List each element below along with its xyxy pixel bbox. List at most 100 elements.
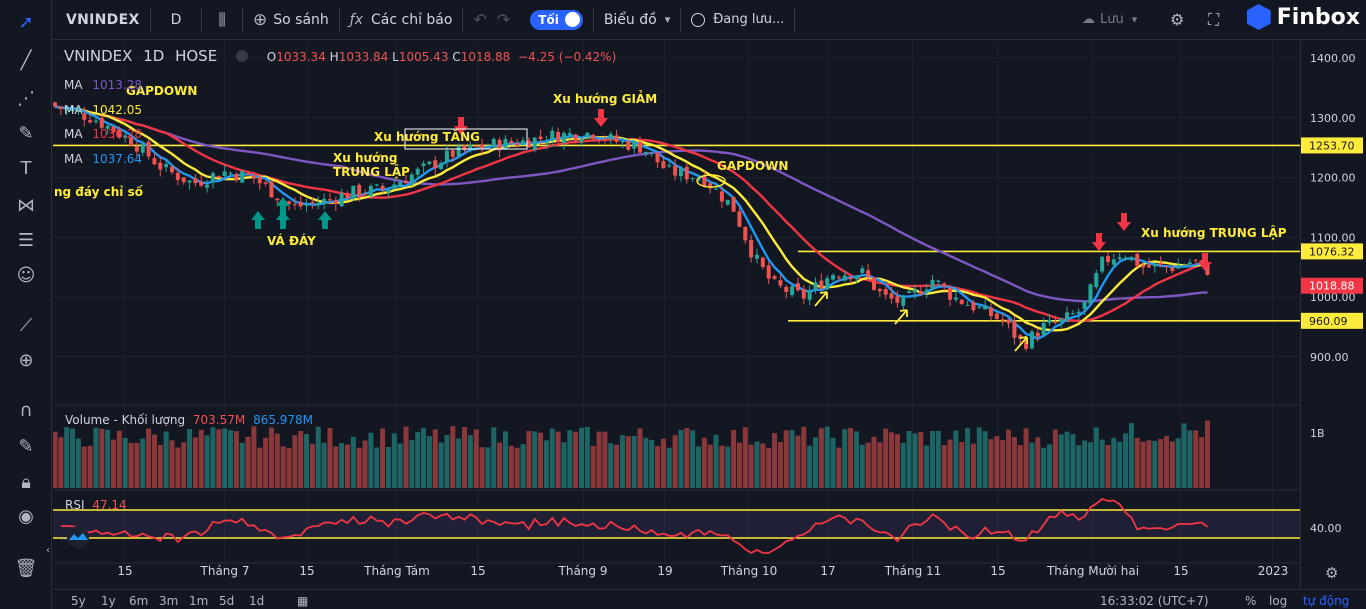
clock-readout[interactable]: 16:33:02 (UTC+7) (1100, 594, 1209, 608)
candle-body (842, 275, 847, 281)
trendline-icon[interactable]: ╱ (20, 50, 32, 71)
volume-bar (169, 440, 175, 488)
undo-icon[interactable]: ↶ (473, 10, 487, 29)
candle-body (649, 152, 654, 154)
chevron-down-icon: ▾ (664, 13, 671, 26)
range-1y[interactable]: 1y (101, 594, 116, 608)
ruler-icon[interactable]: ⟋ (19, 315, 33, 336)
candle-body (485, 146, 490, 148)
range-6m[interactable]: 6m (129, 594, 149, 608)
volume-bar (1193, 430, 1199, 488)
candle-body (310, 201, 315, 203)
prediction-icon[interactable]: ☰ (17, 230, 35, 251)
candle-body (567, 133, 572, 136)
volume-bar (462, 427, 467, 488)
bottom-bar: 5y 1y 6m 3m 1m 5d 1d ▦ 16:33:02 (UTC+7) … (53, 589, 1366, 609)
volume-bar (1123, 433, 1129, 488)
annotation-text: Xu hướng TRUNG LẬP (1141, 225, 1287, 240)
volume-bar (1111, 437, 1117, 488)
range-5y[interactable]: 5y (71, 594, 86, 608)
interval-button[interactable]: D (170, 11, 182, 28)
ma-value: 1036.28 (92, 127, 143, 141)
magnet-icon[interactable]: ∩ (19, 400, 33, 421)
theme-toggle[interactable]: Tối (520, 0, 593, 40)
time-axis-label: Tháng Tám (364, 564, 430, 578)
pattern-icon[interactable]: ⋈ (17, 195, 35, 216)
redo-icon[interactable]: ↷ (496, 10, 511, 29)
volume-bar (579, 427, 584, 488)
rsi-collapse-icon[interactable]: ⌃ (59, 535, 68, 548)
volume-bar (836, 447, 842, 488)
lock-drawing-icon[interactable]: ✎ (18, 436, 34, 457)
rsi-value: 47.14 (92, 498, 127, 512)
volume-bar (894, 434, 900, 488)
smiley-icon[interactable]: ☺ (16, 265, 36, 286)
volume-bar (210, 427, 216, 488)
symbol-search[interactable]: VNINDEX (66, 11, 140, 28)
auto-scale-toggle[interactable]: tự động (1303, 594, 1350, 608)
candles-icon[interactable]: ⫼ (218, 9, 226, 29)
axis-settings-icon[interactable]: ⚙ (1325, 564, 1339, 582)
volume-bar (409, 439, 415, 488)
collapse-toolbar-handle[interactable]: ‹ (46, 545, 50, 556)
range-1d[interactable]: 1d (249, 594, 265, 608)
candle-body (1082, 301, 1087, 310)
volume-bar (1187, 430, 1193, 488)
volume-bar (1082, 440, 1088, 488)
candle-body (1088, 284, 1093, 304)
zoom-icon[interactable]: ⊕ (18, 350, 34, 371)
volume-bar (696, 446, 701, 488)
down-arrow-icon (454, 117, 468, 135)
price-chart[interactable]: ng đáy chỉ số GAPDOWN VÁ ĐÁY Xu hướng TR… (53, 41, 1300, 589)
candle-body (848, 277, 853, 280)
eye-icon[interactable]: ◉ (18, 506, 34, 527)
volume-bar (549, 428, 555, 488)
volume-bar (485, 447, 491, 488)
candlesticks (53, 101, 1210, 352)
percent-toggle[interactable]: % (1245, 594, 1257, 608)
calendar-icon[interactable]: ▦ (297, 594, 309, 608)
range-3m[interactable]: 3m (159, 594, 179, 608)
volume-bar (181, 442, 187, 488)
range-5d[interactable]: 5d (219, 594, 235, 608)
candle-body (860, 268, 865, 273)
brush-icon[interactable]: ✎ (18, 123, 34, 144)
cursor-icon[interactable]: ➚ (18, 12, 34, 33)
volume-bar (1128, 423, 1134, 488)
indicators-button[interactable]: ƒx Các chỉ báo (340, 0, 463, 40)
candle-body (1129, 256, 1134, 261)
candle-body (433, 160, 438, 169)
candle-body (1117, 257, 1122, 260)
volume-bar (801, 426, 807, 488)
candle-body (1065, 312, 1070, 320)
rsi-band (53, 509, 1300, 539)
down-arrow-icon (1198, 253, 1212, 271)
log-toggle[interactable]: log (1269, 594, 1288, 608)
time-axis[interactable]: 15 Tháng 7 15 Tháng Tám 15 Tháng 9 19 Tháng 10 1… (53, 564, 1300, 582)
candle-body (579, 139, 584, 143)
volume-bar (1047, 444, 1052, 488)
fib-icon[interactable]: ⋰ (17, 88, 35, 109)
trash-icon[interactable]: 🗑︎ (14, 558, 38, 579)
fullscreen-icon[interactable]: ⛶ (1208, 9, 1220, 29)
chart-type-button[interactable]: Biểu đồ ▾ (594, 0, 680, 40)
volume-bar (1076, 445, 1082, 488)
volume-bar (1164, 436, 1169, 488)
chart-type-label: Biểu đồ (603, 11, 657, 28)
price-axis[interactable]: 1400.00 1300.00 1200.00 1100.00 1000.00 900.0… (1300, 41, 1366, 589)
lock-icon[interactable]: 🔒︎ (21, 472, 31, 493)
range-1m[interactable]: 1m (189, 594, 209, 608)
down-arrow-icon (1117, 213, 1131, 231)
candle-body (743, 226, 748, 241)
gear-icon[interactable]: ⚙ (1170, 10, 1185, 29)
volume-bar (128, 442, 134, 488)
candle-body (1106, 256, 1110, 262)
compare-button[interactable]: ⊕ So sánh (243, 0, 339, 40)
theme-switch[interactable]: Tối (530, 9, 583, 30)
legend-collapse-icon[interactable] (235, 50, 248, 62)
cloud-save-button[interactable]: ☁ Lưu ▾ (1072, 0, 1147, 40)
candle-body (515, 143, 520, 146)
price-tag-label: 1253.70 (1309, 139, 1355, 152)
volume-bar (807, 445, 813, 488)
text-icon[interactable]: T (20, 158, 32, 179)
